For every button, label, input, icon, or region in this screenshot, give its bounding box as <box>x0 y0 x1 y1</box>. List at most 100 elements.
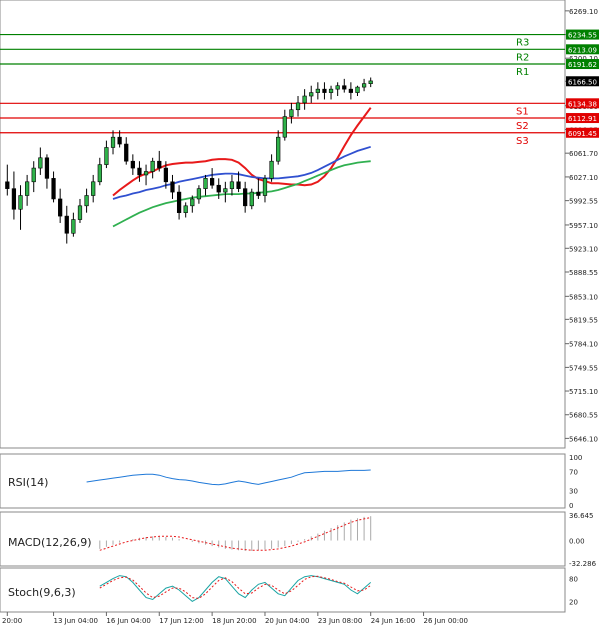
candle-down <box>44 157 50 179</box>
price-tick-label: 5715.10 <box>569 388 598 396</box>
stoch-signal-line <box>99 575 371 599</box>
candle-up <box>183 205 188 213</box>
time-tick-label: 26 Jun 00:00 <box>424 617 468 625</box>
price-tick-label: 5749.55 <box>569 364 598 372</box>
candle-up <box>295 102 301 111</box>
rsi-tick-label: 0 <box>569 502 573 510</box>
rsi-panel: 100 70 30 0 RSI(14) <box>0 453 582 510</box>
candle-up <box>97 164 102 183</box>
candle-up <box>309 92 314 97</box>
candle-up <box>249 191 254 207</box>
time-tick-label: 20:00 <box>2 617 22 625</box>
price-tick-label: 5888.55 <box>569 269 598 277</box>
level-name-s2: S2 <box>516 121 529 132</box>
level-name-s1: S1 <box>516 106 529 117</box>
candle-up <box>25 181 30 196</box>
candle-up <box>302 95 307 104</box>
candle-up <box>368 80 373 84</box>
stoch-tick-label: 80 <box>569 576 578 584</box>
rsi-label: RSI(14) <box>8 476 48 489</box>
level-name-r2: R2 <box>516 52 529 63</box>
macd-panel: 36.645 0.00 -32.286 MACD(12,26,9) <box>0 511 597 568</box>
level-tag-value: 6213.09 <box>568 46 597 54</box>
candle-down <box>236 181 241 189</box>
time-tick-label: 13 Jun 04:00 <box>54 617 98 625</box>
candle-up <box>269 160 274 179</box>
time-tick-label: 24 Jun 16:00 <box>371 617 415 625</box>
candle-up <box>190 198 195 207</box>
stoch-tick-label: 20 <box>569 598 578 606</box>
time-tick-label: 20 Jun 04:00 <box>265 617 309 625</box>
level-tag-value: 6112.91 <box>568 115 597 123</box>
candle-down <box>342 85 347 90</box>
current-price-tag <box>566 76 599 87</box>
candle-up <box>150 160 155 172</box>
candle-up <box>84 195 89 207</box>
level-tag-s3 <box>566 127 599 138</box>
candle-up <box>315 88 320 93</box>
rsi-tick-label: 70 <box>569 468 578 476</box>
candle-up <box>361 83 367 88</box>
price-tick-label: 5680.55 <box>569 412 598 420</box>
candle-up <box>71 219 76 234</box>
candle-down <box>117 136 122 145</box>
level-tag-r3 <box>566 29 599 40</box>
price-tick-label: 6027.10 <box>569 174 598 182</box>
moving-average-ma-slow <box>112 160 371 228</box>
macd-label: MACD(12,26,9) <box>8 536 92 549</box>
time-tick-label: 17 Jun 12:00 <box>159 617 203 625</box>
level-tag-value: 6091.45 <box>568 130 597 138</box>
level-name-r1: R1 <box>516 67 529 78</box>
candle-down <box>176 191 182 213</box>
candle-up <box>223 188 228 193</box>
price-tick-label: 5646.10 <box>569 435 598 443</box>
candle-up <box>31 167 36 183</box>
candle-up <box>77 205 83 220</box>
price-tick-label: 5819.55 <box>569 316 598 324</box>
level-tag-value: 6191.62 <box>568 61 597 69</box>
time-tick-label: 16 Jun 04:00 <box>106 617 150 625</box>
candle-down <box>322 88 327 93</box>
macd-tick-label: 36.645 <box>569 512 594 520</box>
candle-down <box>64 215 69 234</box>
price-tick-label: 6269.10 <box>569 8 598 16</box>
price-tick-label: 6061.70 <box>569 150 598 158</box>
candle-up <box>335 85 340 90</box>
candle-up <box>91 181 96 196</box>
level-name-s3: S3 <box>516 136 529 147</box>
candle-down <box>137 167 142 176</box>
candle-down <box>130 160 135 169</box>
price-tick-label: 5784.10 <box>569 341 598 349</box>
stoch-panel: 80 20 Stoch(9,6,3) <box>0 567 578 613</box>
candle-down <box>11 188 17 210</box>
candle-up <box>203 178 208 189</box>
candle-up <box>289 109 294 117</box>
candle-down <box>157 160 162 169</box>
stoch-label: Stoch(9,6,3) <box>8 586 76 599</box>
candle-up <box>143 171 149 176</box>
candle-up <box>276 136 281 162</box>
candle-up <box>38 157 43 169</box>
candle-down <box>256 191 261 196</box>
candle-down <box>51 178 56 200</box>
level-tag-s2 <box>566 113 599 124</box>
candle-down <box>243 188 248 207</box>
candle-up <box>282 116 287 138</box>
price-tick-label: 5923.10 <box>569 245 598 253</box>
rsi-tick-label: 100 <box>569 454 582 462</box>
price-tick-label: 5992.55 <box>569 198 598 206</box>
candle-down <box>58 198 63 217</box>
stoch-main-line <box>99 575 372 603</box>
rsi-tick-label: 30 <box>569 488 578 496</box>
candle-down <box>210 178 215 186</box>
level-tag-s1 <box>566 98 599 109</box>
rsi-line <box>86 469 371 486</box>
level-tag-r1 <box>566 59 599 70</box>
time-axis: 20:00 13 Jun 04:00 16 Jun 04:00 17 Jun 12:0… <box>2 612 468 625</box>
macd-tick-label: -32.286 <box>569 560 597 568</box>
time-tick-label: 23 Jun 08:00 <box>318 617 362 625</box>
macd-tick-label: 0.00 <box>569 538 585 546</box>
level-tag-value: 6234.55 <box>568 32 597 40</box>
